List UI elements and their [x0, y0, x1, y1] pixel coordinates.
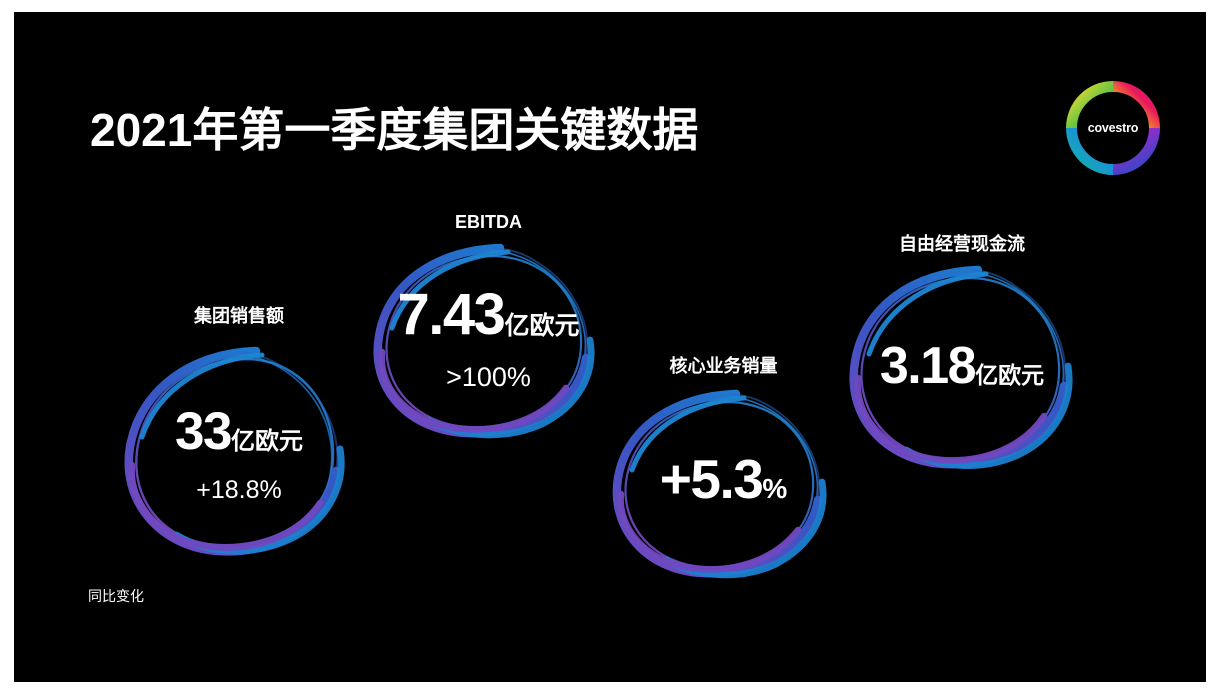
metric-content: 7.43亿欧元 >100%	[366, 286, 611, 391]
metric-value: 33	[175, 402, 232, 461]
covestro-logo: covestro	[1065, 80, 1161, 176]
metric-label: 自由经营现金流	[899, 234, 1025, 254]
footnote-label: 同比变化	[88, 588, 144, 604]
metric-value: +5.3	[659, 448, 764, 510]
logo-wordmark: covestro	[1087, 121, 1139, 135]
metric-content: 33亿欧元 +18.8%	[114, 405, 364, 503]
metric-value: 7.43	[397, 282, 506, 347]
metric-sub: +18.8%	[196, 476, 282, 504]
metric-label: 核心业务销量	[669, 356, 778, 376]
metric-label: EBITDA	[455, 212, 522, 232]
metric-unit: %	[762, 473, 788, 504]
metric-unit: 亿欧元	[230, 428, 303, 455]
slide-canvas: 2021年第一季度集团关键数据	[14, 12, 1206, 682]
metric-card-ebitda: EBITDA	[366, 212, 611, 439]
metric-unit: 亿欧元	[504, 312, 580, 340]
metric-sub: >100%	[446, 362, 531, 392]
metric-unit: 亿欧元	[975, 362, 1045, 388]
page-title: 2021年第一季度集团关键数据	[90, 104, 699, 156]
metric-card-group-sales: 集团销售额	[114, 302, 364, 556]
metric-card-core-volumes: 核心业务销量	[606, 352, 841, 579]
metric-content: 3.18亿欧元	[842, 340, 1082, 392]
metric-content: +5.3%	[606, 452, 841, 507]
metric-card-free-operating-cash-flow: 自由经营现金流	[842, 230, 1082, 469]
metric-value: 3.18	[879, 337, 977, 395]
metric-label: 集团销售额	[194, 306, 284, 326]
